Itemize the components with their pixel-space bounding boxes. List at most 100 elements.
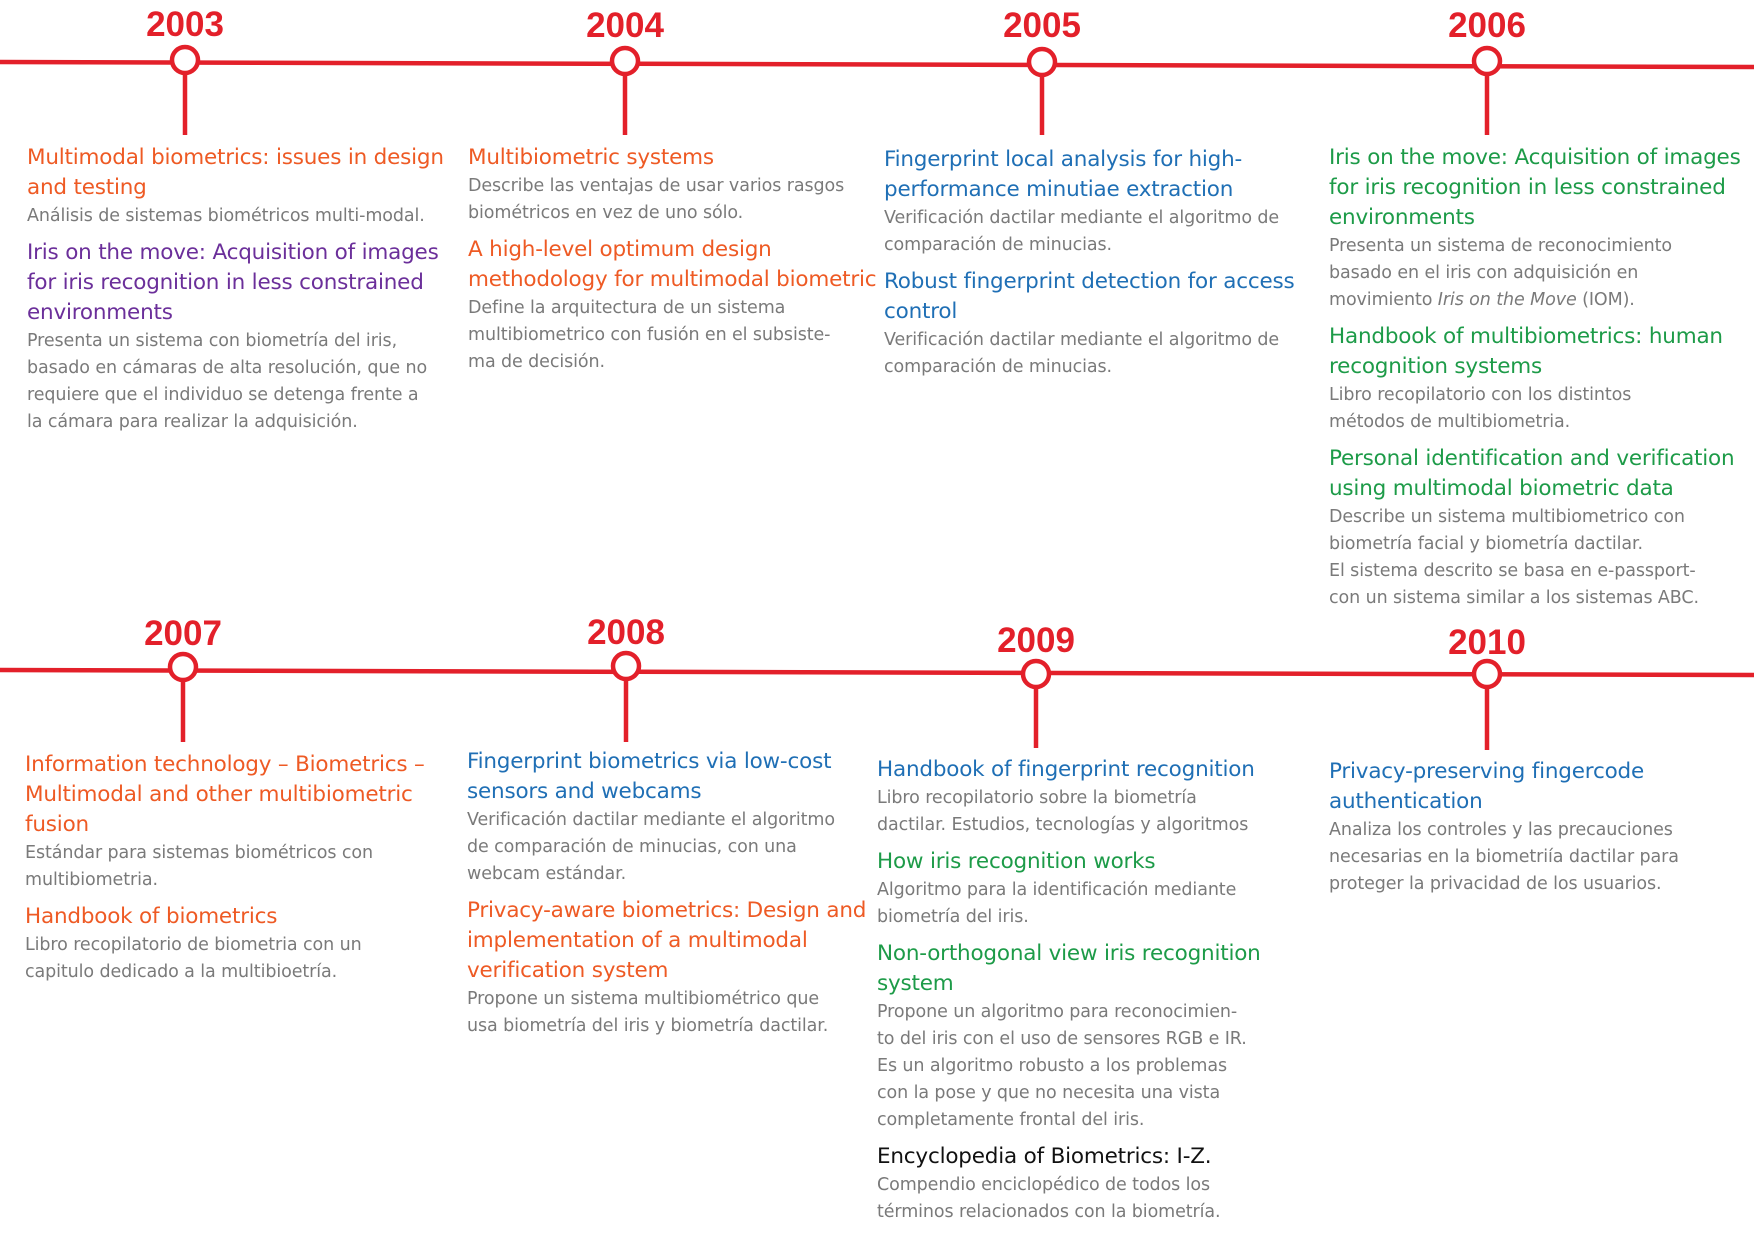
description-line: El sistema descrito se basa en e-passpor…	[1329, 561, 1696, 581]
description-line: Libro recopilatorio sobre la biometría	[877, 788, 1197, 808]
year-entries-2005: Fingerprint local analysis for high-perf…	[884, 145, 1314, 389]
description-line: Estándar para sistemas biométricos con	[25, 843, 373, 863]
year-entries-2008: Fingerprint biometrics via low-cost sens…	[467, 747, 897, 1048]
publication-title: Multibiometric systems	[468, 145, 714, 170]
publication-entry: Iris on the move: Acquisition of images …	[1329, 143, 1754, 314]
timeline-axis	[0, 59, 1754, 70]
publication-title: How iris recognition works	[877, 849, 1156, 874]
publication-description: Analiza los controles y las precauciones…	[1329, 817, 1754, 898]
timeline-node	[167, 651, 199, 683]
description-line: métodos de multibiometria.	[1329, 412, 1571, 432]
publication-description: Análisis de sistemas biométricos multi-m…	[27, 203, 457, 230]
description-line: requiere que el individuo se detenga fre…	[27, 385, 419, 405]
publication-title: Handbook of biometrics	[25, 904, 278, 929]
publication-description: Libro recopilatorio sobre la biometría da…	[877, 785, 1307, 839]
publication-title: Fingerprint local analysis for high-perf…	[884, 147, 1243, 202]
description-line: necesarias en la biometriía dactilar par…	[1329, 847, 1679, 867]
publication-title: Non-orthogonal view iris recognition sys…	[877, 941, 1261, 996]
description-line: dactilar. Estudios, tecnologías y algori…	[877, 815, 1249, 835]
publication-description: Estándar para sistemas biométricos con mu…	[25, 840, 455, 894]
description-line: movimiento Iris on the Move (IOM).	[1329, 290, 1635, 310]
publication-title: A high-level optimum design methodology …	[468, 237, 877, 292]
description-line: Analiza los controles y las precauciones	[1329, 820, 1673, 840]
publication-description: Presenta un sistema de reconocimiento bas…	[1329, 233, 1754, 314]
timeline-node	[169, 44, 201, 76]
publication-title: Iris on the move: Acquisition of images …	[1329, 145, 1741, 230]
description-line: biometría del iris.	[877, 907, 1029, 927]
description-line: Define la arquitectura de un sistema	[468, 298, 786, 318]
publication-entry: Encyclopedia of Biometrics: I-Z. Compendi…	[877, 1142, 1307, 1226]
description-line: Presenta un sistema de reconocimiento	[1329, 236, 1673, 256]
publication-entry: Handbook of biometrics Libro recopilatori…	[25, 902, 455, 986]
timeline-node	[609, 45, 641, 77]
year-label: 2009	[997, 621, 1075, 660]
year-entries-2010: Privacy-preserving fingercode authentica…	[1329, 757, 1754, 906]
publication-title: Fingerprint biometrics via low-cost sens…	[467, 749, 832, 804]
description-line: biométricos en vez de uno sólo.	[468, 203, 744, 223]
publication-entry: Iris on the move: Acquisition of images …	[27, 238, 457, 436]
description-line: Verificación dactilar mediante el algori…	[467, 810, 835, 830]
publication-description: Presenta un sistema con biometría del ir…	[27, 328, 457, 436]
publication-entry: Fingerprint biometrics via low-cost sens…	[467, 747, 897, 888]
year-label: 2010	[1448, 623, 1526, 662]
description-line: Análisis de sistemas biométricos multi-m…	[27, 206, 425, 226]
publication-entry: Handbook of fingerprint recognition Libro…	[877, 755, 1307, 839]
publication-entry: Information technology – Biometrics – Mu…	[25, 750, 455, 894]
year-entries-2003: Multimodal biometrics: issues in design …	[27, 143, 457, 444]
description-line: Presenta un sistema con biometría del ir…	[27, 331, 398, 351]
description-line: comparación de minucias.	[884, 235, 1112, 255]
timeline-node	[1026, 46, 1058, 78]
publication-description: Libro recopilatorio con los distintos mét…	[1329, 382, 1754, 436]
description-line: to del iris con el uso de sensores RGB e…	[877, 1029, 1247, 1049]
publication-entry: Privacy-aware biometrics: Design and imp…	[467, 896, 897, 1040]
description-line: Propone un algoritmo para reconocimien-	[877, 1002, 1238, 1022]
publication-title: Encyclopedia of Biometrics: I-Z.	[877, 1144, 1212, 1169]
publication-description: Propone un sistema multibiométrico que us…	[467, 986, 897, 1040]
publication-entry: Robust fingerprint detection for access …	[884, 267, 1314, 381]
description-line: webcam estándar.	[467, 864, 627, 884]
publication-entry: Fingerprint local analysis for high-perf…	[884, 145, 1314, 259]
description-line: la cámara para realizar la adquisición.	[27, 412, 358, 432]
description-line: capitulo dedicado a la multibioetría.	[25, 962, 338, 982]
description-line: multibiometria.	[25, 870, 158, 890]
description-line: basado en el iris con adquisición en	[1329, 263, 1639, 283]
publication-description: Describe las ventajas de usar varios ras…	[468, 173, 898, 227]
description-line: con un sistema similar a los sistemas AB…	[1329, 588, 1699, 608]
year-entries-2009: Handbook of fingerprint recognition Libro…	[877, 755, 1307, 1234]
publication-entry: Personal identification and verification…	[1329, 444, 1754, 612]
publication-entry: How iris recognition works Algoritmo para…	[877, 847, 1307, 931]
description-line: Libro recopilatorio con los distintos	[1329, 385, 1632, 405]
publication-description: Compendio enciclopédico de todos los térm…	[877, 1172, 1307, 1226]
publication-description: Verificación dactilar mediante el algori…	[884, 205, 1314, 259]
publication-entry: Handbook of multibiometrics: human recog…	[1329, 322, 1754, 436]
publication-entry: A high-level optimum design methodology …	[468, 235, 898, 376]
publication-description: Libro recopilatorio de biometria con un c…	[25, 932, 455, 986]
publication-description: Propone un algoritmo para reconocimien-t…	[877, 999, 1307, 1134]
timeline-axis	[0, 667, 1754, 678]
year-label: 2003	[146, 5, 224, 44]
description-line: Describe las ventajas de usar varios ras…	[468, 176, 845, 196]
publication-entry: Privacy-preserving fingercode authentica…	[1329, 757, 1754, 898]
year-label: 2004	[586, 6, 664, 45]
publication-entry: Multimodal biometrics: issues in design …	[27, 143, 457, 230]
description-line: usa biometría del iris y biometría dacti…	[467, 1016, 829, 1036]
timeline-node	[610, 650, 642, 682]
publication-title: Iris on the move: Acquisition of images …	[27, 240, 439, 325]
italic-term: Iris on the Move	[1437, 290, 1577, 310]
description-line: Algoritmo para la identificación mediant…	[877, 880, 1237, 900]
description-line: ma de decisión.	[468, 352, 605, 372]
publication-description: Describe un sistema multibiometrico con b…	[1329, 504, 1754, 612]
publication-description: Verificación dactilar mediante el algori…	[467, 807, 897, 888]
description-line: Verificación dactilar mediante el algori…	[884, 208, 1280, 228]
publication-title: Information technology – Biometrics – Mu…	[25, 752, 425, 837]
description-line: biometría facial y biometría dactilar.	[1329, 534, 1643, 554]
year-label: 2007	[144, 614, 222, 653]
publication-title: Privacy-preserving fingercode authentica…	[1329, 759, 1644, 814]
year-label: 2008	[587, 613, 665, 652]
description-line: Es un algoritmo robusto a los problemas	[877, 1056, 1227, 1076]
publication-title: Privacy-aware biometrics: Design and imp…	[467, 898, 867, 983]
description-line: Compendio enciclopédico de todos los	[877, 1175, 1211, 1195]
description-line: con la pose y que no necesita una vista	[877, 1083, 1221, 1103]
year-entries-2007: Information technology – Biometrics – Mu…	[25, 750, 455, 994]
